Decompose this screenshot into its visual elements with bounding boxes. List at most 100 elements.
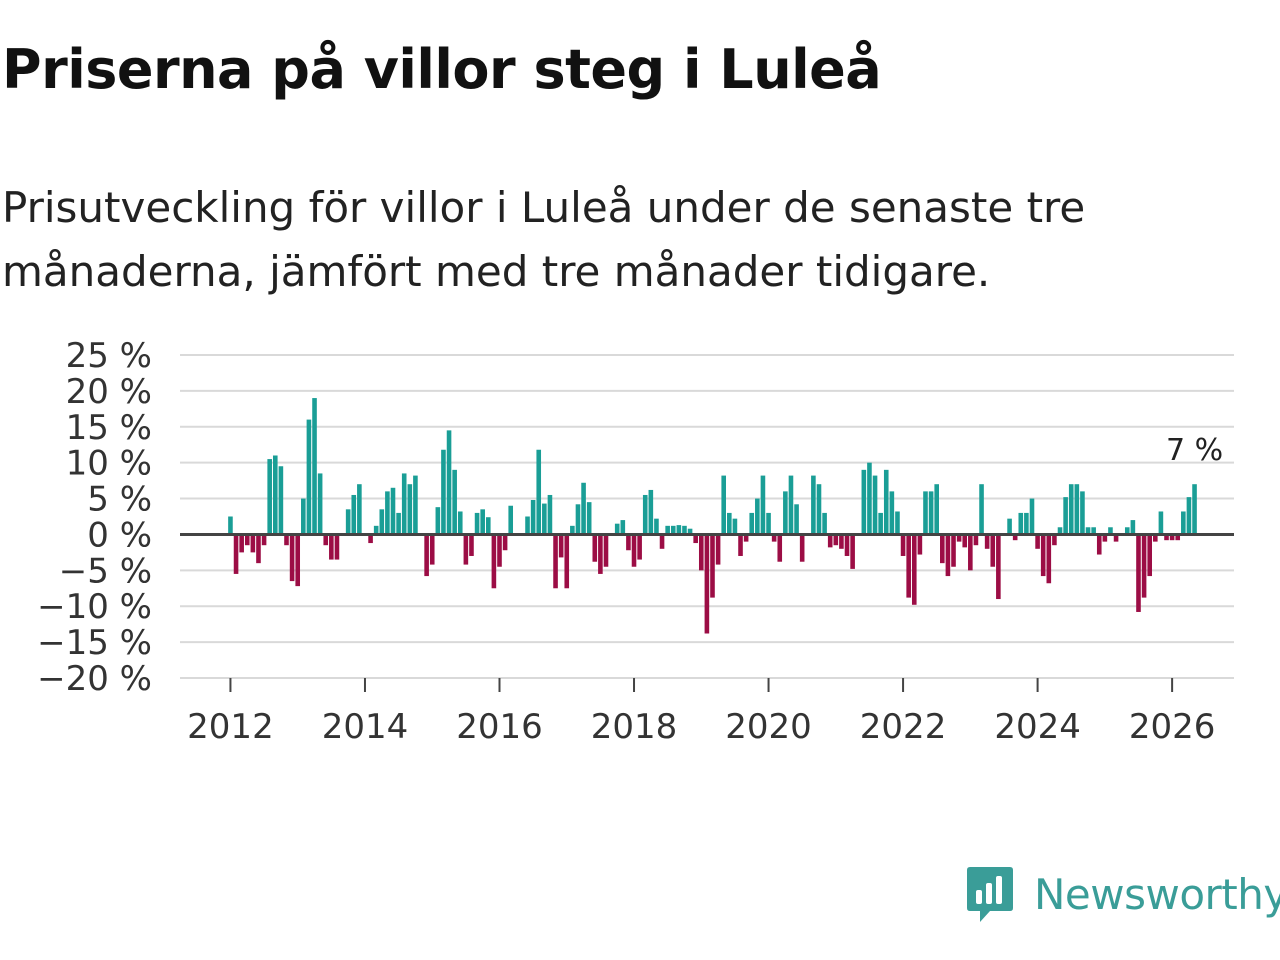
bar [1153, 534, 1158, 542]
bar [485, 517, 491, 535]
bar [654, 518, 659, 535]
bar [452, 469, 457, 535]
y-axis-ticks: 25 %20 %15 %10 %5 %0 %−5 %−10 %−15 %−20 … [37, 336, 152, 699]
bar [272, 455, 278, 535]
bar [1007, 518, 1012, 535]
x-tick-label: 2018 [591, 707, 678, 747]
bar [626, 534, 631, 551]
bar [839, 534, 844, 549]
bar [670, 525, 676, 535]
bar [900, 534, 906, 556]
x-axis: 2012 2014 2016 2018 2020 2022 2024 2026 [180, 677, 1234, 747]
bar [1169, 534, 1175, 541]
y-tick-label: −5 % [59, 551, 152, 591]
bar [648, 489, 654, 535]
bar [755, 498, 760, 535]
bar [1074, 484, 1080, 535]
bar [334, 534, 340, 560]
bar [833, 534, 839, 546]
bar [542, 503, 547, 535]
bar [575, 504, 581, 535]
bar [984, 534, 990, 549]
bar [1068, 484, 1074, 535]
bar [244, 534, 250, 546]
bar [956, 534, 962, 542]
bar [228, 516, 233, 535]
bar [743, 534, 749, 542]
bar [951, 534, 956, 567]
bar [289, 534, 295, 582]
chart-title: Priserna på villor steg i Luleå [2, 38, 882, 101]
bar [491, 534, 497, 589]
bar [553, 534, 558, 589]
x-tick-label: 2024 [994, 707, 1081, 747]
bar [990, 534, 996, 567]
bar [1063, 497, 1068, 535]
y-tick-label: −20 % [37, 659, 152, 699]
bar [850, 534, 855, 569]
bar [1052, 534, 1057, 546]
bar [581, 482, 586, 535]
bar [738, 534, 743, 556]
bar [1102, 534, 1108, 542]
bar [979, 484, 984, 535]
bar [357, 484, 362, 535]
bar [469, 534, 474, 556]
bar [1012, 534, 1018, 541]
bar [1024, 512, 1029, 535]
brand-name: Newsworthy [1034, 869, 1280, 919]
bar [413, 475, 418, 535]
bar [1096, 534, 1102, 555]
bar [799, 534, 805, 562]
bar [306, 419, 312, 535]
bar [1091, 527, 1096, 535]
y-tick-label: −10 % [37, 587, 152, 627]
bar [586, 502, 592, 535]
bar [446, 430, 452, 535]
bar [407, 484, 413, 535]
bar [1192, 484, 1197, 535]
bar [474, 512, 480, 535]
bar [312, 398, 317, 535]
bar [463, 534, 469, 565]
bar [1085, 527, 1091, 535]
bar [788, 475, 794, 535]
bar [1035, 534, 1040, 549]
bar [261, 534, 267, 546]
bar [457, 511, 463, 535]
bar [278, 466, 284, 535]
bar [749, 512, 755, 535]
bar [508, 505, 514, 535]
bars [228, 398, 1197, 634]
bar [911, 534, 917, 605]
bar [424, 534, 429, 577]
bar [250, 534, 256, 553]
bar [323, 534, 329, 546]
bar [811, 475, 816, 535]
x-tick-label: 2012 [187, 707, 274, 747]
bar [435, 507, 441, 535]
bar [1136, 534, 1141, 612]
bar [239, 534, 244, 553]
bar [883, 469, 889, 535]
bar [889, 491, 895, 535]
bar [301, 498, 306, 535]
bar [766, 512, 771, 535]
y-tick-label: 10 % [66, 444, 152, 484]
bar [1113, 534, 1119, 542]
y-tick-label: 20 % [66, 372, 152, 412]
bar [345, 509, 351, 535]
bar [233, 534, 239, 574]
bar [996, 534, 1001, 600]
bar [1164, 534, 1169, 541]
bar [1158, 511, 1164, 535]
bar [861, 469, 867, 535]
bar [1147, 534, 1152, 577]
bar [1130, 520, 1136, 535]
bar [777, 534, 783, 562]
bar [665, 525, 670, 535]
bar [1124, 527, 1130, 535]
bar [760, 475, 766, 535]
bar [923, 491, 928, 535]
bar [351, 494, 357, 535]
